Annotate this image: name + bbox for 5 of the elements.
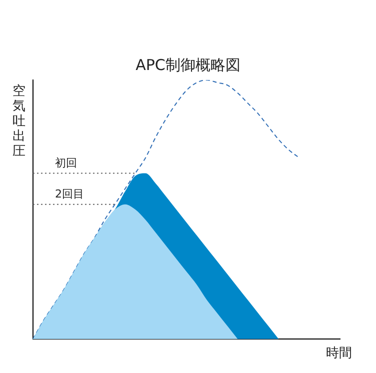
ref-line-label: 初回 [55, 156, 77, 170]
y-axis-title: 空気吐出圧 [12, 84, 26, 159]
x-axis-title: 時間 [326, 345, 352, 362]
ref-line-label: 2回目 [55, 188, 84, 201]
chart-title: APC制御概略図 [134, 56, 242, 75]
